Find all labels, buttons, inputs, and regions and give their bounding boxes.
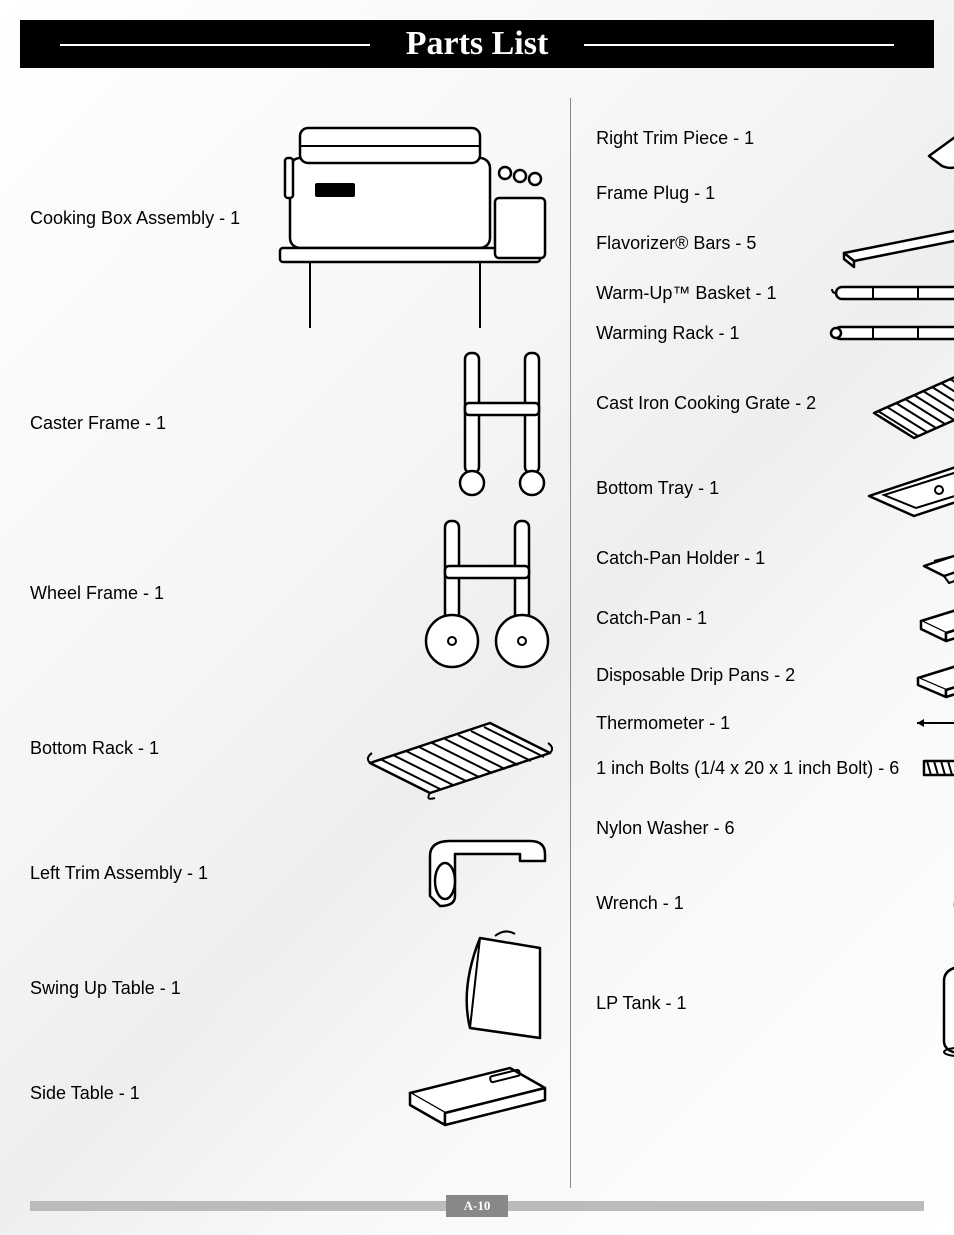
part-label: Flavorizer® Bars - 5	[596, 233, 756, 254]
right-column: Right Trim Piece - 1 Frame Plug - 1 Flavo…	[570, 98, 954, 1188]
part-label: Side Table - 1	[30, 1083, 140, 1104]
part-label: 1 inch Bolts (1/4 x 20 x 1 inch Bolt) - …	[596, 758, 899, 779]
tank-icon	[924, 946, 954, 1061]
part-row: Nylon Washer - 6	[596, 793, 954, 863]
part-label: Nylon Washer - 6	[596, 818, 734, 839]
footer-rule-right	[508, 1201, 924, 1211]
flavorizer-icon	[834, 213, 954, 273]
left-column: Cooking Box Assembly - 1 Caster Frame - …	[30, 98, 570, 1188]
part-label: LP Tank - 1	[596, 993, 686, 1014]
swing-table-icon	[440, 928, 560, 1048]
footer-rule-left	[30, 1201, 446, 1211]
part-row: Wrench - 1	[596, 863, 954, 943]
part-label: Disposable Drip Pans - 2	[596, 665, 795, 686]
caster-frame-icon	[440, 343, 560, 503]
part-label: Thermometer - 1	[596, 713, 730, 734]
part-row: Cooking Box Assembly - 1	[30, 98, 560, 338]
warming-rack-icon	[828, 321, 954, 345]
holder-icon	[909, 531, 954, 586]
part-row: Warm-Up™ Basket - 1	[596, 278, 954, 308]
part-label: Swing Up Table - 1	[30, 978, 181, 999]
grill-icon	[250, 98, 560, 338]
side-table-icon	[390, 1053, 560, 1133]
part-label: Bottom Rack - 1	[30, 738, 159, 759]
part-row: Swing Up Table - 1	[30, 928, 560, 1048]
part-row: Side Table - 1	[30, 1048, 560, 1138]
part-label: Bottom Tray - 1	[596, 478, 719, 499]
drip-pan-icon	[906, 650, 954, 702]
part-label: Cooking Box Assembly - 1	[30, 208, 240, 229]
part-row: Catch-Pan Holder - 1	[596, 528, 954, 588]
left-trim-icon	[400, 826, 560, 921]
wrench-icon	[939, 866, 954, 941]
page-title: Parts List	[406, 25, 549, 63]
part-label: Caster Frame - 1	[30, 413, 166, 434]
part-row: Bottom Tray - 1	[596, 448, 954, 528]
page: Parts List Cooking Box Assembly - 1 Cast…	[0, 0, 954, 1235]
part-label: Warm-Up™ Basket - 1	[596, 283, 776, 304]
columns: Cooking Box Assembly - 1 Caster Frame - …	[30, 98, 924, 1188]
grate-icon	[854, 358, 954, 448]
page-number: A-10	[446, 1195, 509, 1217]
part-label: Warming Rack - 1	[596, 323, 739, 344]
part-row: Warming Rack - 1	[596, 308, 954, 358]
part-row: Catch-Pan - 1	[596, 588, 954, 648]
wheel-frame-icon	[420, 511, 560, 676]
part-row: Wheel Frame - 1	[30, 508, 560, 678]
part-label: Cast Iron Cooking Grate - 2	[596, 393, 816, 414]
part-row: Flavorizer® Bars - 5	[596, 208, 954, 278]
part-row: Right Trim Piece - 1	[596, 98, 954, 178]
part-label: Right Trim Piece - 1	[596, 128, 754, 149]
part-row: 1 inch Bolts (1/4 x 20 x 1 inch Bolt) - …	[596, 743, 954, 793]
part-label: Catch-Pan - 1	[596, 608, 707, 629]
thermometer-icon	[912, 705, 954, 741]
part-row: Disposable Drip Pans - 2	[596, 648, 954, 703]
tray-icon	[854, 451, 954, 526]
part-row: LP Tank - 1	[596, 943, 954, 1063]
part-row: Thermometer - 1	[596, 703, 954, 743]
part-row: Frame Plug - 1	[596, 178, 954, 208]
part-label: Left Trim Assembly - 1	[30, 863, 208, 884]
part-label: Catch-Pan Holder - 1	[596, 548, 765, 569]
part-label: Wrench - 1	[596, 893, 684, 914]
part-row: Caster Frame - 1	[30, 338, 560, 508]
bolt-icon	[909, 748, 954, 788]
part-row: Left Trim Assembly - 1	[30, 818, 560, 928]
part-row: Cast Iron Cooking Grate - 2	[596, 358, 954, 448]
header-bar: Parts List	[20, 20, 934, 68]
part-label: Frame Plug - 1	[596, 183, 715, 204]
part-label: Wheel Frame - 1	[30, 583, 164, 604]
basket-icon	[828, 281, 954, 305]
right-trim-icon	[914, 101, 954, 176]
catch-pan-icon	[909, 591, 954, 646]
part-row: Bottom Rack - 1	[30, 678, 560, 818]
bottom-rack-icon	[350, 683, 560, 813]
footer: A-10	[30, 1195, 924, 1217]
